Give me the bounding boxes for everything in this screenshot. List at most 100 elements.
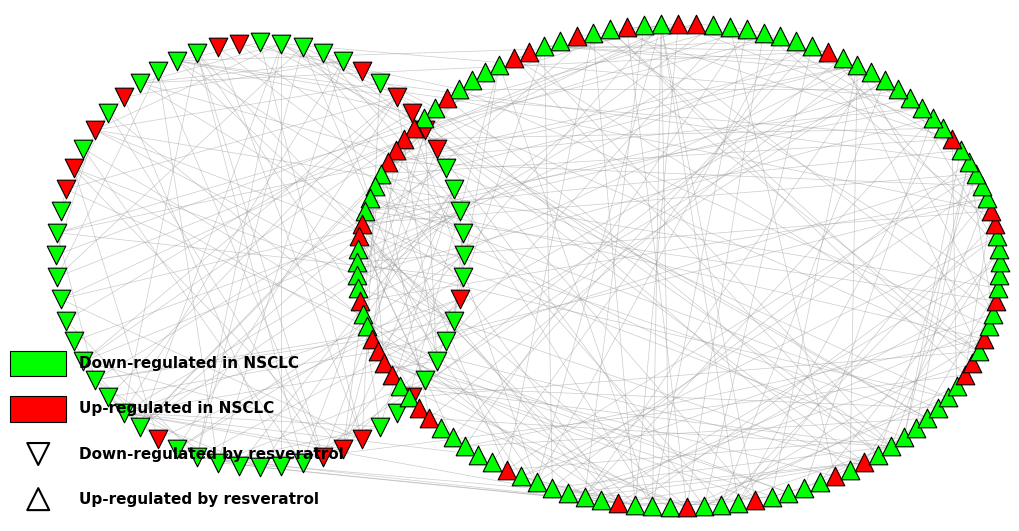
- Point: [584, 28, 600, 37]
- Point: [795, 484, 811, 492]
- Point: [388, 408, 405, 417]
- Point: [966, 169, 982, 178]
- Point: [780, 489, 796, 497]
- Point: [372, 79, 388, 87]
- Point: [985, 219, 1002, 228]
- Point: [528, 478, 544, 486]
- Point: [75, 357, 92, 365]
- Point: [354, 67, 370, 75]
- Point: [913, 104, 929, 112]
- Point: [367, 182, 383, 190]
- Point: [593, 496, 609, 504]
- Point: [438, 337, 454, 346]
- Point: [484, 458, 500, 467]
- Text: Up-regulated in NSCLC: Up-regulated in NSCLC: [78, 401, 273, 416]
- Point: [907, 424, 923, 432]
- Point: [451, 207, 468, 215]
- Point: [416, 114, 432, 122]
- Point: [609, 499, 626, 507]
- Point: [252, 463, 268, 472]
- Point: [970, 347, 986, 355]
- Point: [421, 414, 437, 423]
- Point: [445, 316, 462, 325]
- Point: [150, 434, 166, 443]
- Point: [396, 135, 413, 143]
- Point: [989, 245, 1006, 253]
- Point: [771, 32, 788, 40]
- Point: [404, 393, 420, 401]
- Point: [568, 32, 584, 40]
- Point: [669, 20, 686, 28]
- FancyBboxPatch shape: [10, 396, 66, 422]
- Point: [444, 433, 461, 442]
- Point: [65, 337, 82, 346]
- Point: [687, 20, 703, 29]
- Point: [841, 466, 857, 474]
- Point: [882, 442, 899, 451]
- Point: [426, 104, 442, 112]
- Point: [189, 452, 205, 461]
- Point: [52, 295, 68, 303]
- Point: [848, 61, 864, 69]
- Point: [536, 41, 552, 50]
- Point: [491, 61, 507, 69]
- Point: [661, 503, 678, 511]
- Point: [100, 393, 116, 401]
- Point: [411, 404, 427, 412]
- Point: [695, 502, 711, 511]
- Point: [644, 502, 660, 511]
- Point: [387, 146, 404, 155]
- Point: [464, 76, 480, 84]
- Point: [933, 124, 950, 133]
- Point: [704, 21, 720, 30]
- Point: [354, 434, 370, 443]
- Point: [379, 158, 395, 166]
- Point: [982, 207, 999, 215]
- Point: [601, 25, 618, 33]
- Point: [115, 93, 131, 101]
- Point: [521, 47, 537, 56]
- Point: [294, 458, 311, 467]
- Point: [438, 164, 454, 173]
- Point: [928, 404, 945, 412]
- Point: [963, 359, 979, 367]
- Point: [862, 68, 878, 76]
- Point: [450, 85, 467, 93]
- Point: [818, 47, 835, 56]
- Point: [294, 43, 311, 52]
- Point: [348, 271, 365, 279]
- Point: [652, 20, 668, 29]
- Point: [678, 503, 694, 511]
- Point: [417, 126, 433, 134]
- Point: [803, 41, 819, 50]
- Point: [938, 393, 955, 401]
- Point: [58, 185, 74, 193]
- Point: [355, 310, 371, 318]
- Point: [895, 433, 911, 442]
- Point: [559, 489, 576, 497]
- Point: [373, 169, 389, 178]
- Point: [980, 322, 997, 331]
- Point: [49, 273, 65, 281]
- Point: [984, 310, 1001, 318]
- Text: Up-regulated by resveratrol: Up-regulated by resveratrol: [78, 492, 318, 507]
- Point: [376, 359, 392, 367]
- Point: [334, 57, 351, 65]
- Point: [721, 23, 738, 31]
- Point: [990, 258, 1007, 267]
- Point: [988, 232, 1005, 241]
- Point: [551, 37, 568, 45]
- Point: [943, 135, 959, 143]
- Point: [75, 144, 92, 153]
- Point: [369, 347, 385, 355]
- Point: [406, 124, 422, 133]
- Point: [755, 28, 771, 37]
- Point: [901, 94, 917, 102]
- Point: [989, 284, 1006, 293]
- Point: [889, 85, 905, 93]
- Point: [31, 450, 47, 458]
- Point: [361, 194, 377, 202]
- Point: [273, 462, 289, 470]
- Point: [388, 93, 405, 101]
- Text: Down-regulated in NSCLC: Down-regulated in NSCLC: [78, 356, 299, 371]
